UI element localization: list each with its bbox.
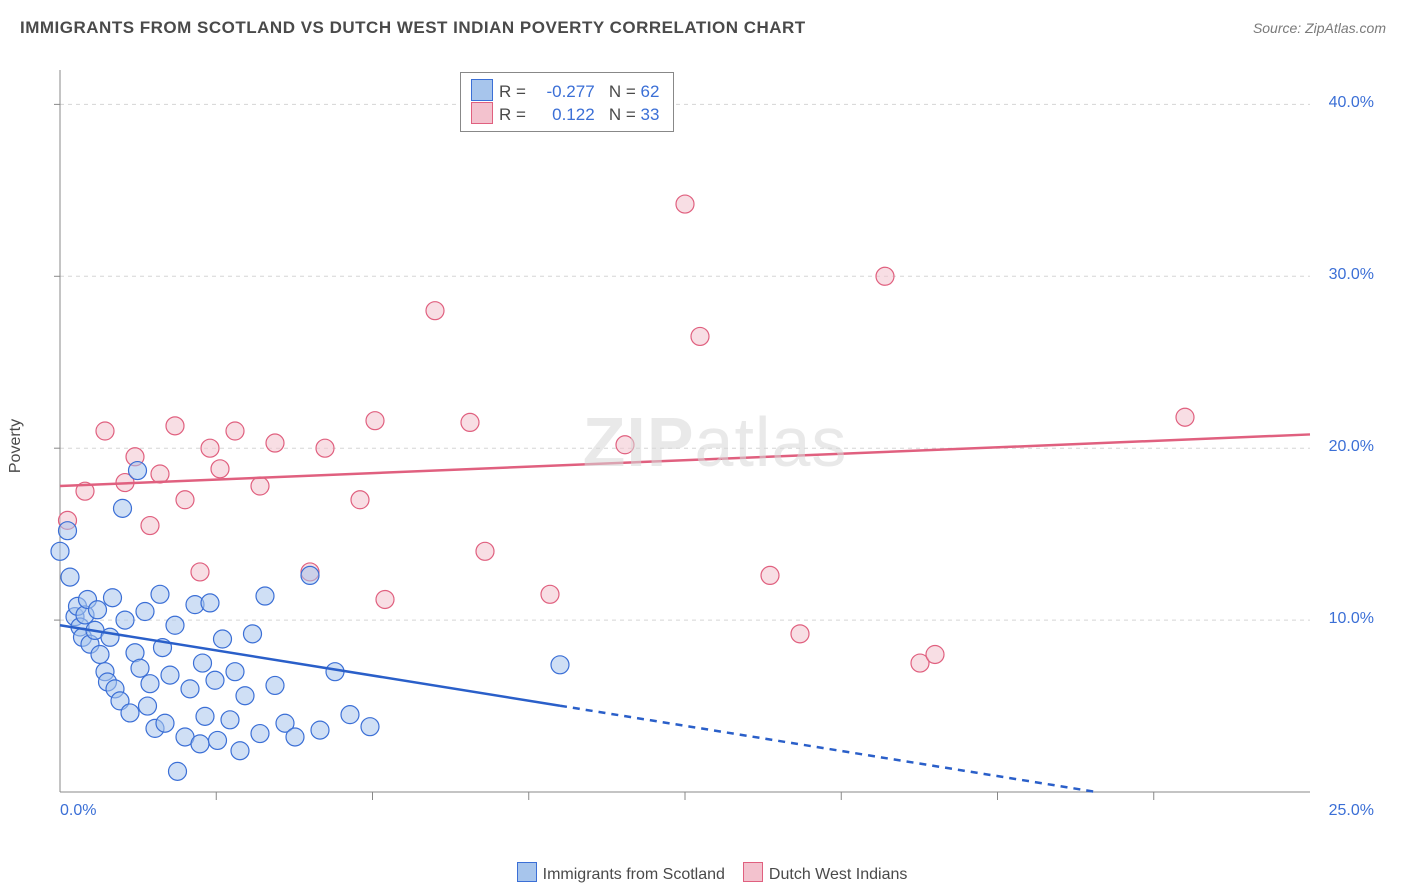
scotland-point (116, 611, 134, 629)
dutch-point (151, 465, 169, 483)
dutch-point (376, 590, 394, 608)
scotland-point (194, 654, 212, 672)
scotland-point (104, 589, 122, 607)
scotland-point (101, 628, 119, 646)
dutch-point (226, 422, 244, 440)
scotland-trendline-dashed (560, 706, 1096, 792)
dutch-point (251, 477, 269, 495)
scotland-point (129, 462, 147, 480)
legend-label: Dutch West Indians (769, 866, 907, 883)
scotland-point (221, 711, 239, 729)
y-tick-label: 20.0% (1329, 438, 1374, 456)
scotland-point (161, 666, 179, 684)
scotland-point (361, 718, 379, 736)
dutch-point (366, 412, 384, 430)
scotland-point (551, 656, 569, 674)
scotland-point (166, 616, 184, 634)
dutch-point (96, 422, 114, 440)
chart-title: IMMIGRANTS FROM SCOTLAND VS DUTCH WEST I… (20, 18, 806, 38)
scotland-point (191, 735, 209, 753)
dutch-point (461, 413, 479, 431)
scotland-point (311, 721, 329, 739)
scotland-point (181, 680, 199, 698)
scotland-point (231, 742, 249, 760)
y-axis-label: Poverty (7, 419, 25, 473)
scotland-point (286, 728, 304, 746)
dutch-point (316, 439, 334, 457)
dutch-point (201, 439, 219, 457)
dutch-point (266, 434, 284, 452)
legend-swatch (743, 862, 763, 882)
n-label: N = (609, 82, 636, 101)
dutch-point (691, 327, 709, 345)
r-value: -0.277 (531, 82, 595, 102)
scotland-point (341, 706, 359, 724)
scotland-point (136, 603, 154, 621)
series-legend: Immigrants from Scotland Dutch West India… (0, 862, 1406, 884)
r-value: 0.122 (531, 105, 595, 125)
scotland-point (139, 697, 157, 715)
legend-label: Immigrants from Scotland (543, 866, 725, 883)
dutch-point (141, 517, 159, 535)
scotland-point (236, 687, 254, 705)
dutch-point (541, 585, 559, 603)
scotland-point (214, 630, 232, 648)
dutch-point (176, 491, 194, 509)
dutch-point (761, 566, 779, 584)
correlation-row: R = 0.122 N = 33 (471, 102, 659, 125)
scotland-point (61, 568, 79, 586)
x-tick-label: 25.0% (1329, 802, 1374, 820)
n-label: N = (609, 105, 636, 124)
x-tick-label: 0.0% (60, 802, 96, 820)
scotland-point (121, 704, 139, 722)
scotland-point (59, 522, 77, 540)
dutch-point (1176, 408, 1194, 426)
scotland-point (151, 585, 169, 603)
dutch-point (166, 417, 184, 435)
scatter-chart (50, 60, 1380, 840)
n-value: 33 (641, 105, 660, 124)
legend-swatch (517, 862, 537, 882)
scotland-point (114, 499, 132, 517)
dutch-point (876, 267, 894, 285)
scotland-point (226, 663, 244, 681)
scotland-point (301, 566, 319, 584)
dutch-point (476, 542, 494, 560)
dutch-point (351, 491, 369, 509)
dutch-point (211, 460, 229, 478)
scotland-point (256, 587, 274, 605)
scotland-point (266, 676, 284, 694)
dutch-point (616, 436, 634, 454)
y-tick-label: 30.0% (1329, 266, 1374, 284)
scotland-point (251, 725, 269, 743)
r-label: R = (499, 105, 526, 124)
correlation-row: R = -0.277 N = 62 (471, 79, 659, 102)
scotland-point (141, 675, 159, 693)
dutch-point (191, 563, 209, 581)
y-tick-label: 40.0% (1329, 94, 1374, 112)
scotland-point (196, 707, 214, 725)
scotland-point (131, 659, 149, 677)
legend-swatch (471, 79, 493, 101)
dutch-point (676, 195, 694, 213)
source-attribution: Source: ZipAtlas.com (1253, 20, 1386, 36)
scotland-point (89, 601, 107, 619)
r-label: R = (499, 82, 526, 101)
legend-swatch (471, 102, 493, 124)
scotland-point (209, 731, 227, 749)
scotland-point (91, 645, 109, 663)
dutch-trendline (60, 434, 1310, 486)
scotland-point (169, 762, 187, 780)
dutch-point (926, 645, 944, 663)
dutch-point (791, 625, 809, 643)
dutch-point (426, 302, 444, 320)
scotland-point (244, 625, 262, 643)
n-value: 62 (641, 82, 660, 101)
y-tick-label: 10.0% (1329, 610, 1374, 628)
scotland-point (51, 542, 69, 560)
scotland-point (201, 594, 219, 612)
scotland-point (206, 671, 224, 689)
correlation-legend: R = -0.277 N = 62R = 0.122 N = 33 (460, 72, 674, 132)
scotland-point (156, 714, 174, 732)
